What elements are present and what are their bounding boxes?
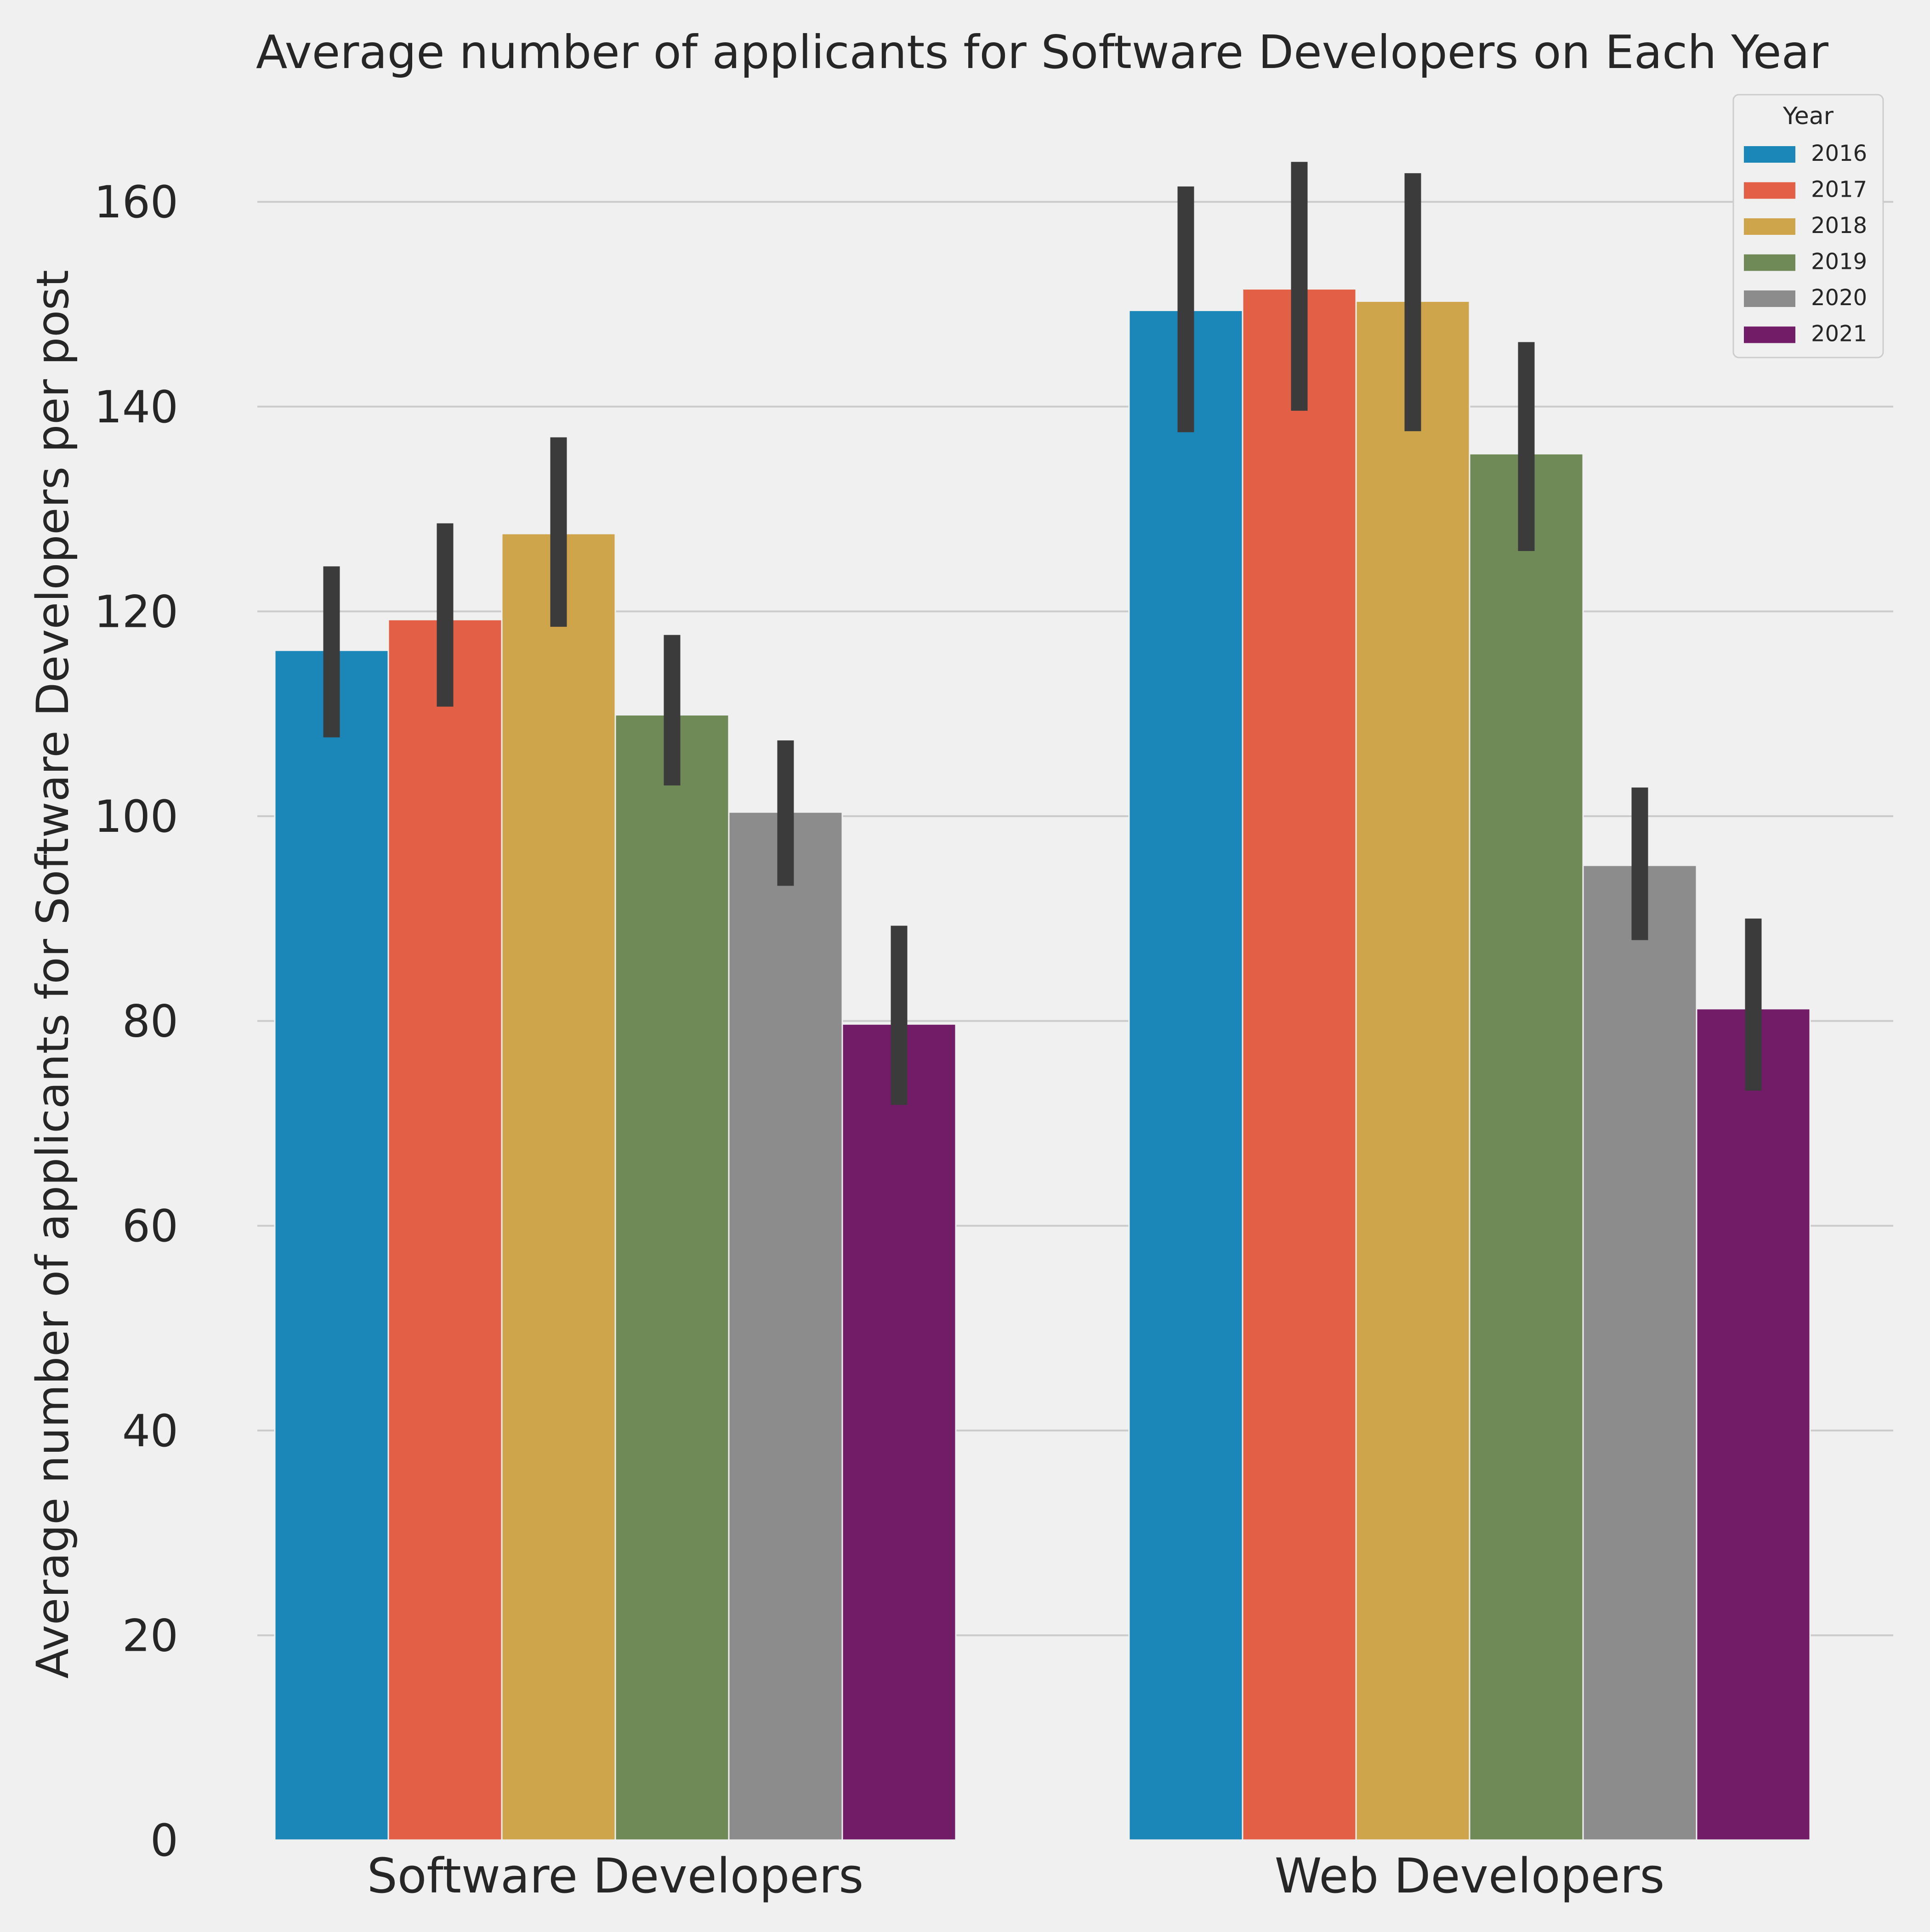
bar-2018-software-developers xyxy=(501,533,616,1841)
y-tick-label: 80 xyxy=(122,996,178,1047)
y-axis-label: Average number of applicants for Softwar… xyxy=(27,270,79,1678)
legend-label: 2017 xyxy=(1811,177,1867,203)
y-tick-label: 40 xyxy=(122,1405,178,1457)
x-tick-labels: Software Developers Web Developers xyxy=(367,1848,1665,1904)
error-bars xyxy=(323,162,1762,1105)
legend-items: 2016 2017 2018 2019 2020 2021 xyxy=(1744,141,1867,347)
y-tick-label: 60 xyxy=(122,1200,178,1252)
x-tick-label: Web Developers xyxy=(1275,1848,1665,1904)
bar-2017-web-developers xyxy=(1242,288,1357,1841)
legend-swatch xyxy=(1744,326,1795,343)
legend: Year 2016 2017 2018 2019 2020 2021 xyxy=(1732,94,1884,358)
y-tick-label: 160 xyxy=(94,176,178,228)
legend-swatch xyxy=(1744,146,1795,163)
y-tick-label: 120 xyxy=(94,586,178,637)
bar-2017-software-developers xyxy=(387,619,503,1841)
y-tick-labels: 0 20 40 60 80 100 120 140 160 xyxy=(94,176,178,1866)
bar-2018-web-developers xyxy=(1355,300,1470,1841)
y-tick-label: 0 xyxy=(150,1815,178,1866)
bar-2021-software-developers xyxy=(841,1023,957,1841)
bars xyxy=(274,288,1811,1841)
bar-2020-software-developers xyxy=(728,811,843,1841)
y-tick-label: 20 xyxy=(122,1610,178,1661)
bar-2016-software-developers xyxy=(274,649,389,1841)
bar-2019-web-developers xyxy=(1469,453,1584,1841)
y-tick-label: 140 xyxy=(94,381,178,433)
legend-swatch xyxy=(1744,290,1795,307)
legend-label: 2021 xyxy=(1811,321,1867,347)
legend-swatch xyxy=(1744,218,1795,235)
chart-title: Average number of applicants for Softwar… xyxy=(256,25,1829,79)
bar-2020-web-developers xyxy=(1582,864,1697,1841)
legend-label: 2016 xyxy=(1811,141,1867,166)
legend-label: 2018 xyxy=(1811,213,1867,239)
legend-swatch xyxy=(1744,254,1795,271)
legend-label: 2020 xyxy=(1811,285,1867,311)
y-tick-label: 100 xyxy=(94,791,178,842)
legend-title: Year xyxy=(1782,102,1834,130)
bar-2016-web-developers xyxy=(1128,309,1243,1841)
legend-swatch xyxy=(1744,182,1795,199)
x-tick-label: Software Developers xyxy=(367,1848,864,1904)
bar-2021-web-developers xyxy=(1696,1008,1811,1841)
legend-label: 2019 xyxy=(1811,249,1867,275)
bar-2019-software-developers xyxy=(614,714,730,1841)
